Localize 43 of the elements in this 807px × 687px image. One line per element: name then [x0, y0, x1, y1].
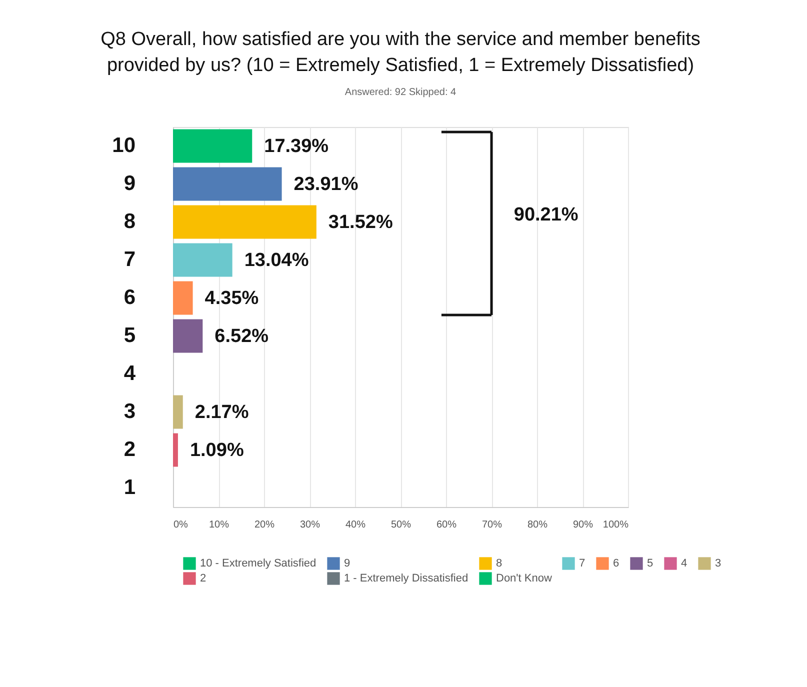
y-tick-label: 6	[124, 286, 136, 309]
legend-label: 5	[647, 558, 654, 570]
x-tick-label: 0%	[174, 520, 188, 530]
x-tick-label: 100%	[602, 520, 629, 530]
y-tick-label: 3	[124, 400, 136, 423]
x-tick-label: 30%	[300, 520, 320, 530]
data-label: 2.17%	[194, 402, 249, 423]
data-label: 1.09%	[190, 440, 244, 461]
legend-label: 9	[344, 558, 350, 570]
chart-title: Q8 Overall, how satisfied are you with the service and member benefits provided by us? (10 = Extremely Satisfied, 1 = Extremely Dissatisfied)	[100, 29, 700, 76]
data-label: 13.04%	[244, 250, 309, 271]
x-tick-label: 70%	[482, 520, 502, 530]
y-tick-label: 5	[124, 324, 136, 347]
legend-label: Don't Know	[496, 572, 552, 584]
legend-label: 3	[715, 558, 722, 570]
data-label: 4.35%	[204, 288, 259, 309]
legend-label: 7	[579, 558, 586, 570]
x-tick-label: 90%	[572, 520, 594, 530]
x-tick-label: 50%	[390, 520, 412, 530]
data-label: 31.52%	[328, 212, 393, 233]
x-tick-label: 60%	[436, 520, 457, 530]
annotation: 90.21%	[514, 204, 578, 226]
legend-label: 2	[200, 572, 206, 584]
legend-label: 4	[681, 558, 688, 570]
y-tick-label: 4	[124, 362, 136, 385]
chart-subtitle: Answered: 92 Skipped: 4	[344, 87, 457, 98]
x-tick-label: 20%	[254, 520, 275, 530]
x-tick-label: 40%	[345, 520, 366, 530]
y-tick-label: 10	[112, 134, 136, 157]
x-tick-label: 10%	[208, 520, 230, 530]
data-label: 6.52%	[214, 326, 269, 347]
y-tick-label: 1	[124, 476, 136, 499]
y-tick-label: 9	[124, 172, 136, 195]
x-tick-label: 80%	[527, 520, 548, 530]
legend-label: 1 - Extremely Dissatisfied	[344, 572, 468, 584]
data-label: 23.91%	[294, 174, 358, 195]
data-label: 17.39%	[264, 136, 329, 157]
legend-label: 10 - Extremely Satisfied	[200, 558, 316, 570]
y-tick-label: 7	[124, 248, 136, 271]
legend-label: 6	[613, 558, 620, 570]
legend-label: 8	[496, 558, 502, 570]
y-tick-label: 8	[124, 210, 136, 233]
y-tick-label: 2	[124, 438, 136, 461]
